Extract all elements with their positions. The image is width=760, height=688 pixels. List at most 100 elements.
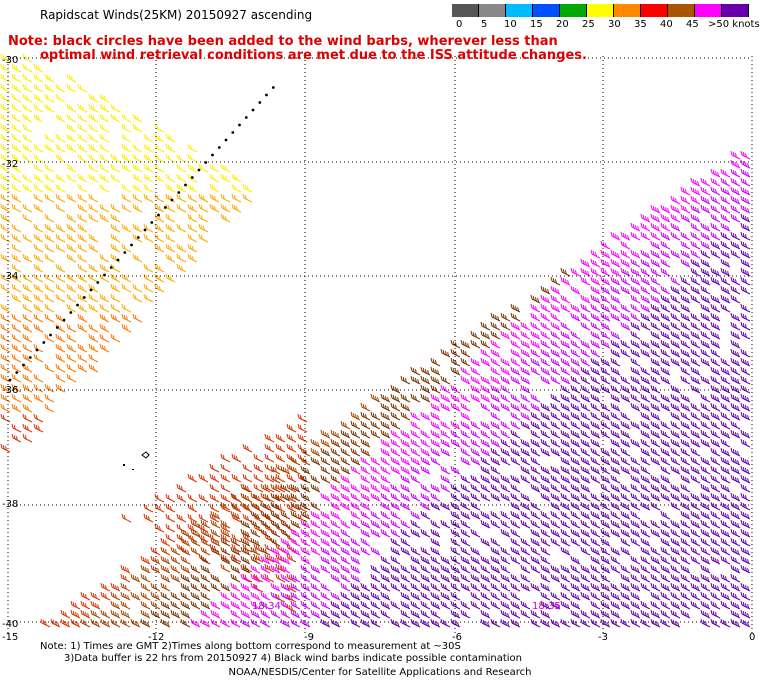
wind-barb bbox=[450, 357, 461, 367]
wind-barb bbox=[187, 173, 198, 183]
wind-barb bbox=[590, 393, 601, 403]
wind-barb bbox=[187, 163, 198, 173]
wind-barb bbox=[170, 564, 181, 574]
wind-barb bbox=[690, 411, 701, 421]
wind-barb bbox=[400, 474, 411, 484]
wind-barb bbox=[77, 253, 88, 263]
wind-barb bbox=[520, 519, 531, 529]
wind-barb bbox=[210, 573, 221, 583]
wind-barb bbox=[690, 222, 701, 232]
wind-barb bbox=[400, 447, 411, 457]
wind-barb bbox=[0, 203, 11, 213]
wind-barb bbox=[490, 411, 501, 421]
wind-barb bbox=[22, 423, 33, 433]
wind-barb bbox=[680, 393, 691, 403]
wind-barb bbox=[180, 600, 191, 610]
wind-barb bbox=[540, 357, 551, 367]
wind-barb bbox=[480, 357, 491, 367]
wind-barb bbox=[700, 465, 711, 475]
wind-barb bbox=[240, 537, 251, 547]
wind-barb bbox=[380, 600, 391, 610]
wind-barb bbox=[600, 267, 611, 277]
legend-swatch bbox=[722, 4, 749, 17]
wind-barb bbox=[165, 183, 176, 193]
wind-barb bbox=[630, 438, 641, 448]
wind-barb bbox=[176, 153, 187, 163]
wind-barb bbox=[77, 123, 88, 133]
wind-barb bbox=[11, 323, 22, 333]
wind-barb bbox=[650, 519, 661, 529]
wind-barb bbox=[730, 537, 741, 547]
wind-barb bbox=[580, 474, 591, 484]
wind-barb bbox=[320, 465, 331, 475]
wind-barb bbox=[610, 438, 621, 448]
wind-barb bbox=[132, 153, 143, 163]
wind-barb bbox=[165, 203, 176, 213]
wind-barb bbox=[300, 591, 311, 601]
contamination-marker bbox=[22, 363, 25, 367]
wind-barb bbox=[0, 183, 11, 193]
wind-barb bbox=[240, 609, 251, 619]
wind-barb bbox=[88, 283, 99, 293]
wind-barb bbox=[66, 293, 77, 303]
wind-barb bbox=[470, 384, 481, 394]
wind-speed-legend: 0 5 10 15 20 25 30 35 40 45 >50 knots bbox=[452, 4, 760, 31]
wind-barb bbox=[640, 303, 651, 313]
wind-barb bbox=[22, 373, 33, 383]
wind-barb bbox=[360, 582, 371, 592]
wind-barb bbox=[680, 402, 691, 412]
wind-barb bbox=[580, 276, 591, 286]
wind-barb bbox=[510, 546, 521, 556]
wind-barb bbox=[330, 501, 341, 511]
wind-barb bbox=[630, 222, 641, 232]
wind-barb bbox=[132, 253, 143, 263]
wind-barb bbox=[350, 564, 361, 574]
wind-barb bbox=[460, 528, 471, 538]
wind-barb bbox=[390, 600, 401, 610]
wind-barb bbox=[520, 438, 531, 448]
wind-barb bbox=[140, 555, 151, 565]
wind-barb bbox=[670, 357, 681, 367]
wind-barb bbox=[470, 393, 481, 403]
wind-barb bbox=[700, 438, 711, 448]
wind-barb bbox=[740, 519, 751, 529]
wind-barb bbox=[250, 555, 261, 565]
wind-barb bbox=[420, 447, 431, 457]
wind-barb bbox=[590, 375, 601, 385]
wind-barb bbox=[650, 411, 661, 421]
wind-barb bbox=[44, 173, 55, 183]
wind-barb bbox=[240, 618, 251, 628]
wind-barb bbox=[510, 618, 521, 628]
wind-barb bbox=[132, 163, 143, 173]
wind-barb bbox=[11, 173, 22, 183]
wind-barb bbox=[680, 465, 691, 475]
wind-barb bbox=[380, 573, 391, 583]
wind-barb bbox=[297, 513, 308, 523]
wind-barb bbox=[490, 546, 501, 556]
wind-barb bbox=[0, 373, 11, 383]
wind-barb bbox=[540, 447, 551, 457]
wind-barb bbox=[360, 402, 371, 412]
wind-barb bbox=[380, 492, 391, 502]
wind-barb bbox=[670, 501, 681, 511]
wind-barb bbox=[198, 193, 209, 203]
wind-barb bbox=[240, 582, 251, 592]
wind-barb bbox=[460, 411, 471, 421]
wind-barb bbox=[730, 429, 741, 439]
wind-barb bbox=[340, 528, 351, 538]
wind-barb bbox=[33, 183, 44, 193]
wind-barb bbox=[600, 582, 611, 592]
wind-barb bbox=[620, 492, 631, 502]
wind-barb bbox=[410, 555, 421, 565]
wind-barb bbox=[630, 537, 641, 547]
wind-barb bbox=[330, 564, 341, 574]
wind-barb bbox=[390, 420, 401, 430]
wind-barb bbox=[0, 53, 11, 63]
wind-barb bbox=[520, 564, 531, 574]
wind-barb bbox=[670, 222, 681, 232]
wind-barb bbox=[380, 483, 391, 493]
wind-barb bbox=[710, 366, 721, 376]
wind-barb bbox=[710, 267, 721, 277]
wind-barb bbox=[55, 293, 66, 303]
wind-barb bbox=[370, 609, 381, 619]
